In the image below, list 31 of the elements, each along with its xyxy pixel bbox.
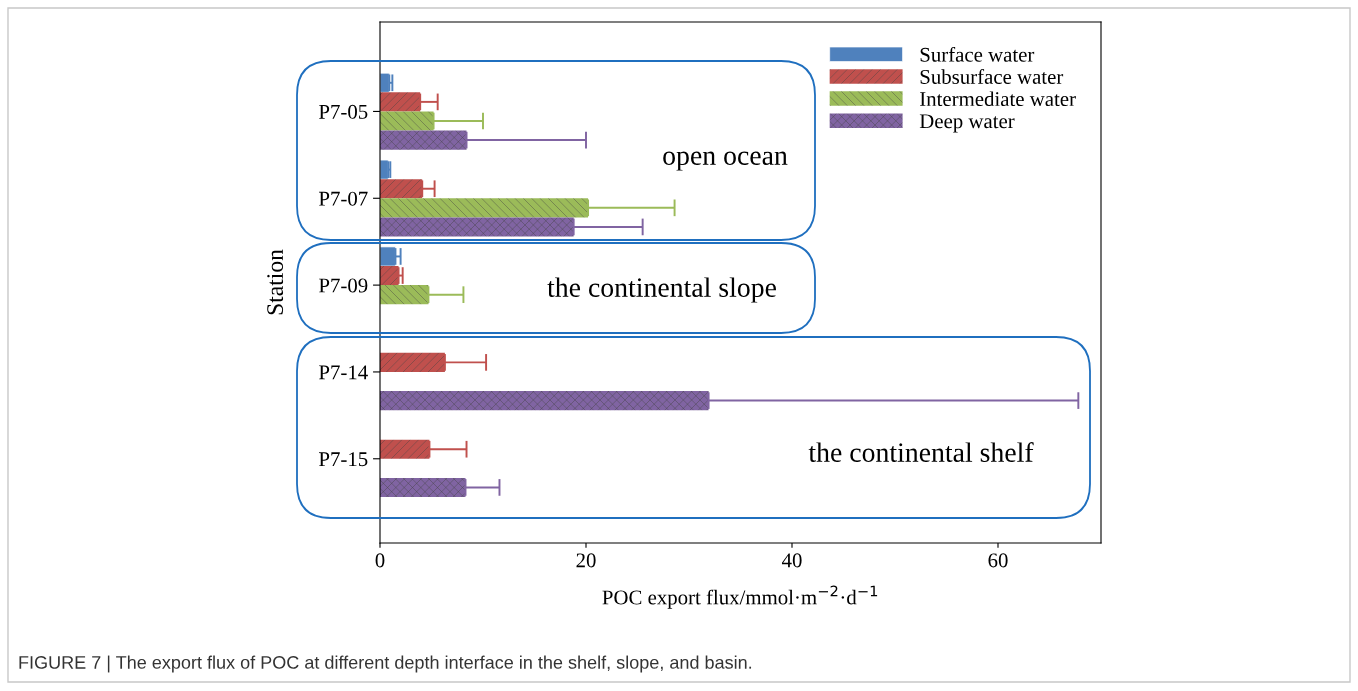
caption: FIGURE 7 | The export flux of POC at different depth interface in the shelf, slope, and basin. bbox=[19, 655, 752, 673]
bar bbox=[380, 285, 429, 305]
y-tick-label: P7-15 bbox=[319, 452, 368, 467]
y-tick-label: P7-05 bbox=[319, 104, 368, 119]
bar bbox=[380, 439, 430, 459]
legend-label: Intermediate water bbox=[920, 91, 1076, 107]
y-tick-label: P7-14 bbox=[319, 365, 368, 380]
bar bbox=[380, 92, 421, 112]
bar bbox=[380, 198, 589, 218]
legend-label: Subsurface water bbox=[920, 69, 1064, 84]
bar bbox=[380, 266, 399, 286]
bar bbox=[380, 179, 423, 199]
x-tick-label: 60 bbox=[988, 553, 1008, 568]
bar bbox=[380, 130, 467, 150]
x-tick-label: 40 bbox=[781, 553, 802, 568]
x-tick-label: 0 bbox=[375, 553, 385, 568]
legend-label: Surface water bbox=[920, 46, 1035, 62]
x-axis-title: POC export flux/mmol·m$^{−2}$·d$^{−1}$ bbox=[602, 585, 878, 609]
annotation: the continental shelf bbox=[808, 442, 1034, 462]
y-tick-label: P7-07 bbox=[319, 191, 368, 206]
bar bbox=[380, 477, 466, 497]
y-tick-label: P7-09 bbox=[319, 278, 368, 293]
annotation: open ocean bbox=[663, 151, 788, 171]
legend-label: Deep water bbox=[919, 114, 1015, 133]
y-axis-title: Station bbox=[267, 249, 284, 315]
bar bbox=[380, 111, 434, 131]
bar bbox=[380, 217, 574, 237]
x-tick-label: 20 bbox=[576, 553, 596, 568]
annotation: the continental slope bbox=[547, 277, 776, 303]
bar bbox=[380, 391, 709, 411]
bar bbox=[380, 352, 445, 372]
